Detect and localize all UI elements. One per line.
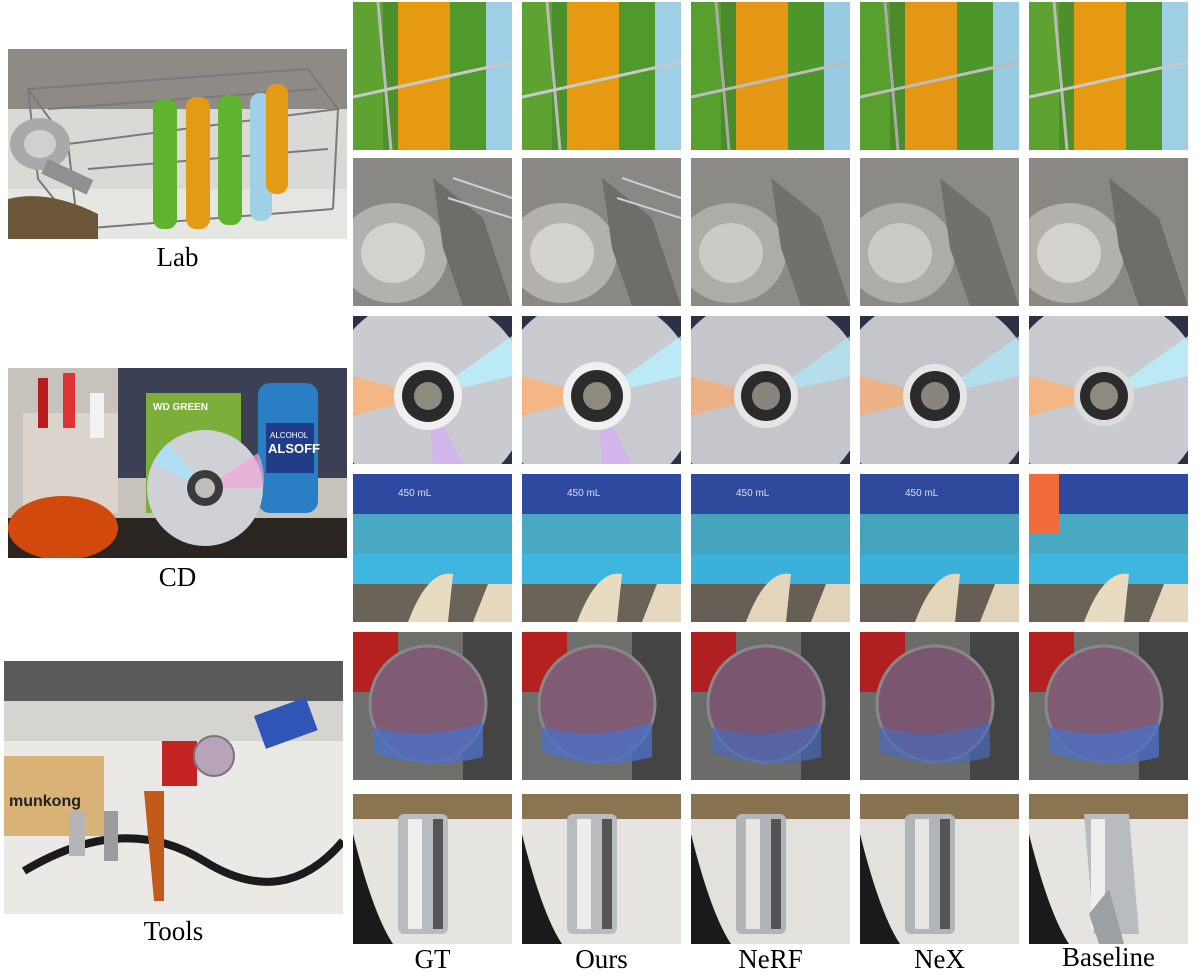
- scene-label-tools: Tools: [143, 916, 204, 946]
- crop-cd-disc-baseline: [1029, 316, 1188, 464]
- crop-lab-wrench-nerf: [691, 158, 850, 306]
- crop-tools-magnifier-gt: [353, 632, 512, 780]
- crop-lab-tubes-gt: [353, 2, 512, 150]
- scene-label-cd: CD: [158, 562, 197, 592]
- crop-tools-magnifier-nerf: [691, 632, 850, 780]
- crop-lab-wrench-gt: [353, 158, 512, 306]
- crop-cd-bottle-nerf: 450 mL: [691, 474, 850, 622]
- bottle-volume: 450 mL: [567, 488, 601, 499]
- crop-tools-magnifier-nex: [860, 632, 1019, 780]
- cd-bottle-brand: ALCOHOL: [270, 431, 309, 440]
- bottle-volume: 450 mL: [905, 488, 939, 499]
- crop-lab-tubes-nerf: [691, 2, 850, 150]
- scene-label-lab: Lab: [156, 242, 199, 272]
- tools-scene-image: munkong: [4, 661, 343, 914]
- crop-cd-disc-gt: [353, 316, 512, 464]
- crop-cd-bottle-baseline: [1029, 474, 1188, 622]
- column-label-baseline: Baseline: [1062, 942, 1155, 972]
- crop-tools-socket-gt: [353, 794, 512, 944]
- crop-lab-tubes-baseline: [1029, 2, 1188, 150]
- bottle-volume: 450 mL: [736, 488, 770, 499]
- crop-tools-magnifier-baseline: [1029, 632, 1188, 780]
- crop-lab-tubes-nex: [860, 2, 1019, 150]
- crop-cd-disc-ours: [522, 316, 681, 464]
- crop-lab-wrench-nex: [860, 158, 1019, 306]
- cd-scene-image: WD GREEN ALCOHOL ALSOFF: [8, 368, 347, 558]
- crop-tools-socket-baseline: [1029, 794, 1188, 944]
- crop-cd-disc-nex: [860, 316, 1019, 464]
- crop-cd-disc-nerf: [691, 316, 850, 464]
- crop-lab-wrench-baseline: [1029, 158, 1188, 306]
- crop-tools-magnifier-ours: [522, 632, 681, 780]
- cd-package-brand: WD GREEN: [153, 402, 208, 413]
- cd-bottle-name: ALSOFF: [268, 441, 320, 456]
- bottle-volume: 450 mL: [398, 488, 432, 499]
- crop-lab-wrench-ours: [522, 158, 681, 306]
- crop-tools-socket-nerf: [691, 794, 850, 944]
- crop-cd-bottle-ours: 450 mL: [522, 474, 681, 622]
- column-label-nex: NeX: [914, 944, 965, 974]
- column-label-nerf: NeRF: [738, 944, 803, 974]
- tools-box-brand: munkong: [9, 793, 81, 810]
- column-label-ours: Ours: [575, 944, 628, 974]
- crop-cd-bottle-gt: 450 mL: [353, 474, 512, 622]
- crop-lab-tubes-ours: [522, 2, 681, 150]
- crop-tools-socket-ours: [522, 794, 681, 944]
- crop-cd-bottle-nex: 450 mL: [860, 474, 1019, 622]
- crop-tools-socket-nex: [860, 794, 1019, 944]
- column-label-gt: GT: [414, 944, 451, 974]
- lab-scene-image: [8, 49, 347, 239]
